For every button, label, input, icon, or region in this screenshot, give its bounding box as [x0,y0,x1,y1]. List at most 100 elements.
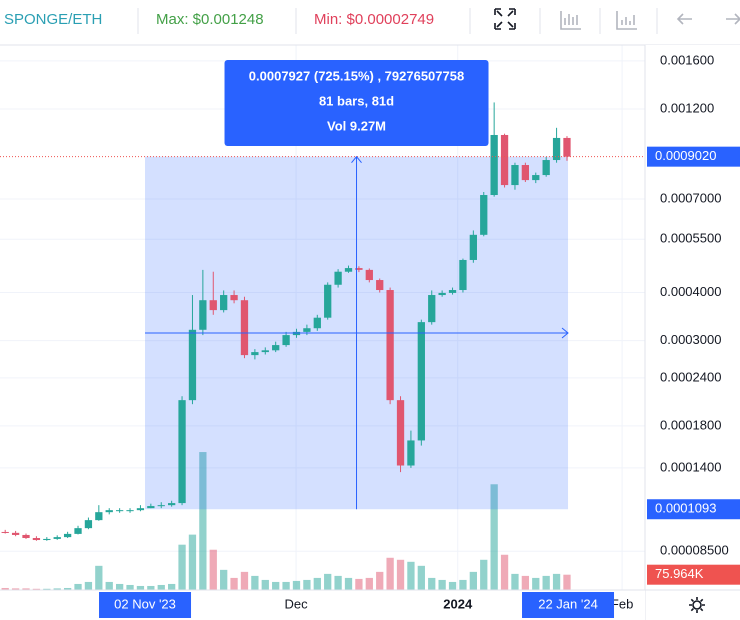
y-tick-label: 0.0003000 [660,332,721,347]
volume-badge: 75.964K [655,566,704,581]
candle-body [84,520,93,529]
volume-bar [313,577,321,590]
volume-bar [376,571,384,590]
fullscreen-button[interactable] [494,8,516,30]
candle-body [43,538,51,541]
volume-bar [74,583,82,590]
undo-button[interactable] [676,13,692,25]
volume-bar [261,579,269,590]
range-low-badge: 0.0001093 [655,501,716,516]
volume-bar [11,588,20,590]
candle-body [355,268,363,270]
candle-body [292,331,301,336]
volume-bar [334,575,342,590]
candle-body [428,295,436,323]
volume-bar [105,581,113,590]
volume-bar [344,577,353,590]
volume-button[interactable] [616,11,637,30]
candle-body [53,537,61,539]
volume-bar [282,581,290,590]
volume-bar [84,581,93,590]
candle-body [344,268,353,272]
indicator-button[interactable] [560,11,581,30]
measure-tooltip-line: Vol 9.27M [327,118,386,133]
y-tick-label: 0.0005500 [660,231,721,246]
volume-bar [188,534,197,590]
volume-bar [157,584,165,590]
y-tick-label: 0.0001800 [660,417,721,432]
candle-body [459,259,467,291]
volume-bar [115,583,124,590]
y-tick-label: 0.001200 [660,100,714,115]
candle-body [396,400,405,466]
candle-body [563,137,571,157]
candle-body [417,322,425,441]
candle-body [521,165,530,181]
volume-bar [428,577,436,590]
axes-layer: 0.001600 0.001200 0.0007000 0.0005500 0.0004… [99,52,740,618]
candle-body [136,508,145,511]
volume-bar [199,452,207,590]
volume-bar [220,569,228,590]
candle-body [95,512,103,521]
redo-button[interactable] [726,13,740,25]
volume-bar [386,557,394,590]
volume-bar [168,583,176,590]
candle-body [157,505,165,507]
candle-body [480,195,488,235]
candle-body [220,295,228,311]
volume-bar [459,579,467,590]
candle-body [188,329,197,401]
candle-body [282,335,290,346]
candle-body [22,534,30,539]
range-high-badge-bg [647,146,740,167]
volume-bar [490,484,498,590]
volume-bar [365,577,373,590]
candle-body [303,328,311,332]
candle-body [313,317,321,329]
y-tick-label: 0.0007000 [660,190,721,205]
candle-body [511,165,519,186]
x-tick-label: Dec [285,596,309,611]
volume-bar [292,580,301,590]
volume-bar [63,587,72,590]
symbol[interactable]: SPONGE/ETH [4,11,102,28]
volume-bar [417,565,425,590]
candle-body [365,269,373,281]
candle-body [407,440,415,466]
candle-body [532,175,540,181]
candle-body [334,271,342,285]
candle-body [376,280,384,291]
volume-bar [469,571,477,590]
measure-tooltip-line: 0.0007927 (725.15%) , 79276507758 [249,68,464,83]
volume-bar [552,573,561,590]
volume-bar [230,577,238,590]
candle-body [240,300,249,356]
measure-tooltip-line: 81 bars, 81d [319,93,394,108]
candle-body [209,300,217,311]
volume-bar [240,571,249,590]
plot-area: 0.0007927 (725.15%) , 79276507758 81 bars… [0,45,645,590]
y-tick-label: 0.001600 [660,52,714,67]
candle-body [230,295,238,301]
candle-body [438,292,446,296]
candle-body [199,300,207,330]
candle-body [469,234,477,260]
volume-bar [303,579,311,590]
candle-body [147,506,155,509]
candle-body [11,532,20,535]
candle-body [542,160,550,176]
candle-body [272,345,280,351]
candle-body [178,400,186,504]
volume-bar [209,549,217,590]
volume-bar [448,581,457,590]
candle-body [490,134,498,196]
volume-bar [136,585,145,590]
range-date-badge: 22 Jan '24 [538,596,598,611]
settings-button[interactable] [689,597,705,613]
x-tick-label: 2024 [443,596,473,611]
volume-bar [542,575,550,590]
candle-body [105,510,113,513]
volume-bar [126,584,134,590]
